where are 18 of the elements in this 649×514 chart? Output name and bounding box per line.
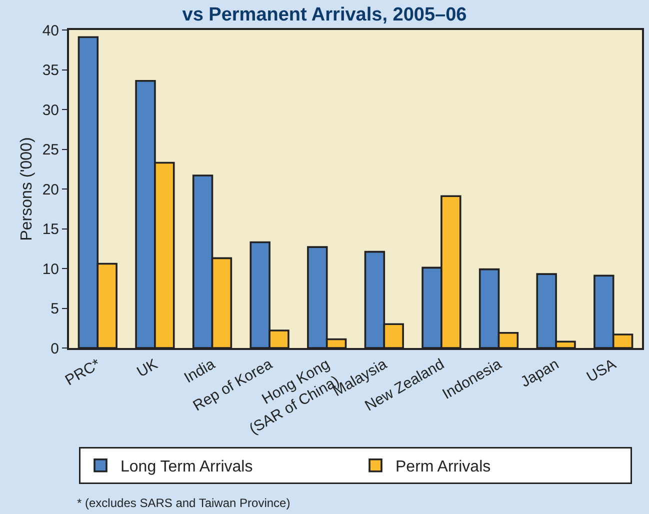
legend-label: Long Term Arrivals	[120, 458, 253, 476]
y-tick-label: 40	[42, 22, 59, 40]
x-tick-label: Japan	[518, 356, 562, 391]
y-tick-label: 15	[42, 221, 59, 238]
x-tick-label: India	[181, 355, 219, 387]
y-tick-label: 5	[50, 300, 59, 318]
x-tick-label: UK	[134, 356, 161, 381]
chart-title: vs Permanent Arrivals, 2005–06	[182, 4, 467, 26]
y-tick-label: 20	[42, 181, 59, 198]
y-axis-title: Persons ('000)	[18, 137, 36, 241]
text: * (excludes SARS and Taiwan Province)	[77, 496, 290, 510]
y-tick-label: 0	[50, 340, 59, 358]
y-tick-label: 10	[42, 260, 59, 278]
legend-label: Perm Arrivals	[396, 458, 491, 476]
y-tick-label: 35	[42, 62, 59, 79]
y-tick-label: 30	[42, 102, 59, 119]
x-tick-label: USA	[584, 356, 620, 386]
y-tick-label: 25	[42, 142, 59, 158]
